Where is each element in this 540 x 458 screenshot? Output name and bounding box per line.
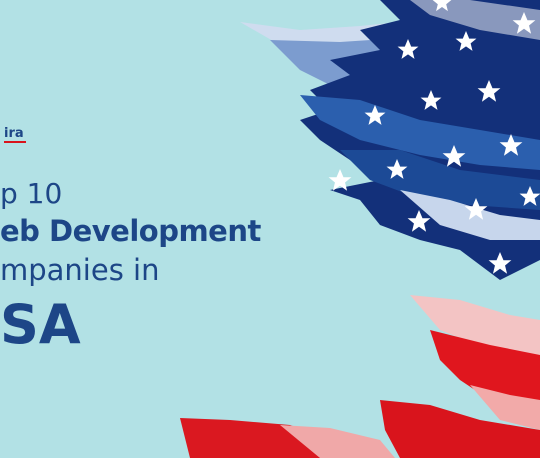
heading-line: p 10 [0, 177, 62, 210]
stroke [410, 0, 540, 40]
heading-line: eb Development [0, 214, 261, 248]
red-strokes [180, 295, 540, 458]
stroke [180, 418, 350, 458]
heading-line: SA [0, 293, 81, 356]
stroke [430, 330, 540, 410]
stroke [470, 385, 540, 430]
stroke [380, 400, 540, 458]
logo-text: ira [4, 126, 24, 141]
blue-strokes [240, 0, 540, 280]
stroke [280, 425, 395, 458]
stroke [410, 295, 540, 360]
logo: ira [4, 126, 26, 143]
stroke [400, 190, 540, 240]
logo-underline [4, 141, 26, 143]
stroke [340, 150, 540, 210]
stroke [300, 95, 540, 170]
heading-line: mpanies in [0, 253, 159, 287]
